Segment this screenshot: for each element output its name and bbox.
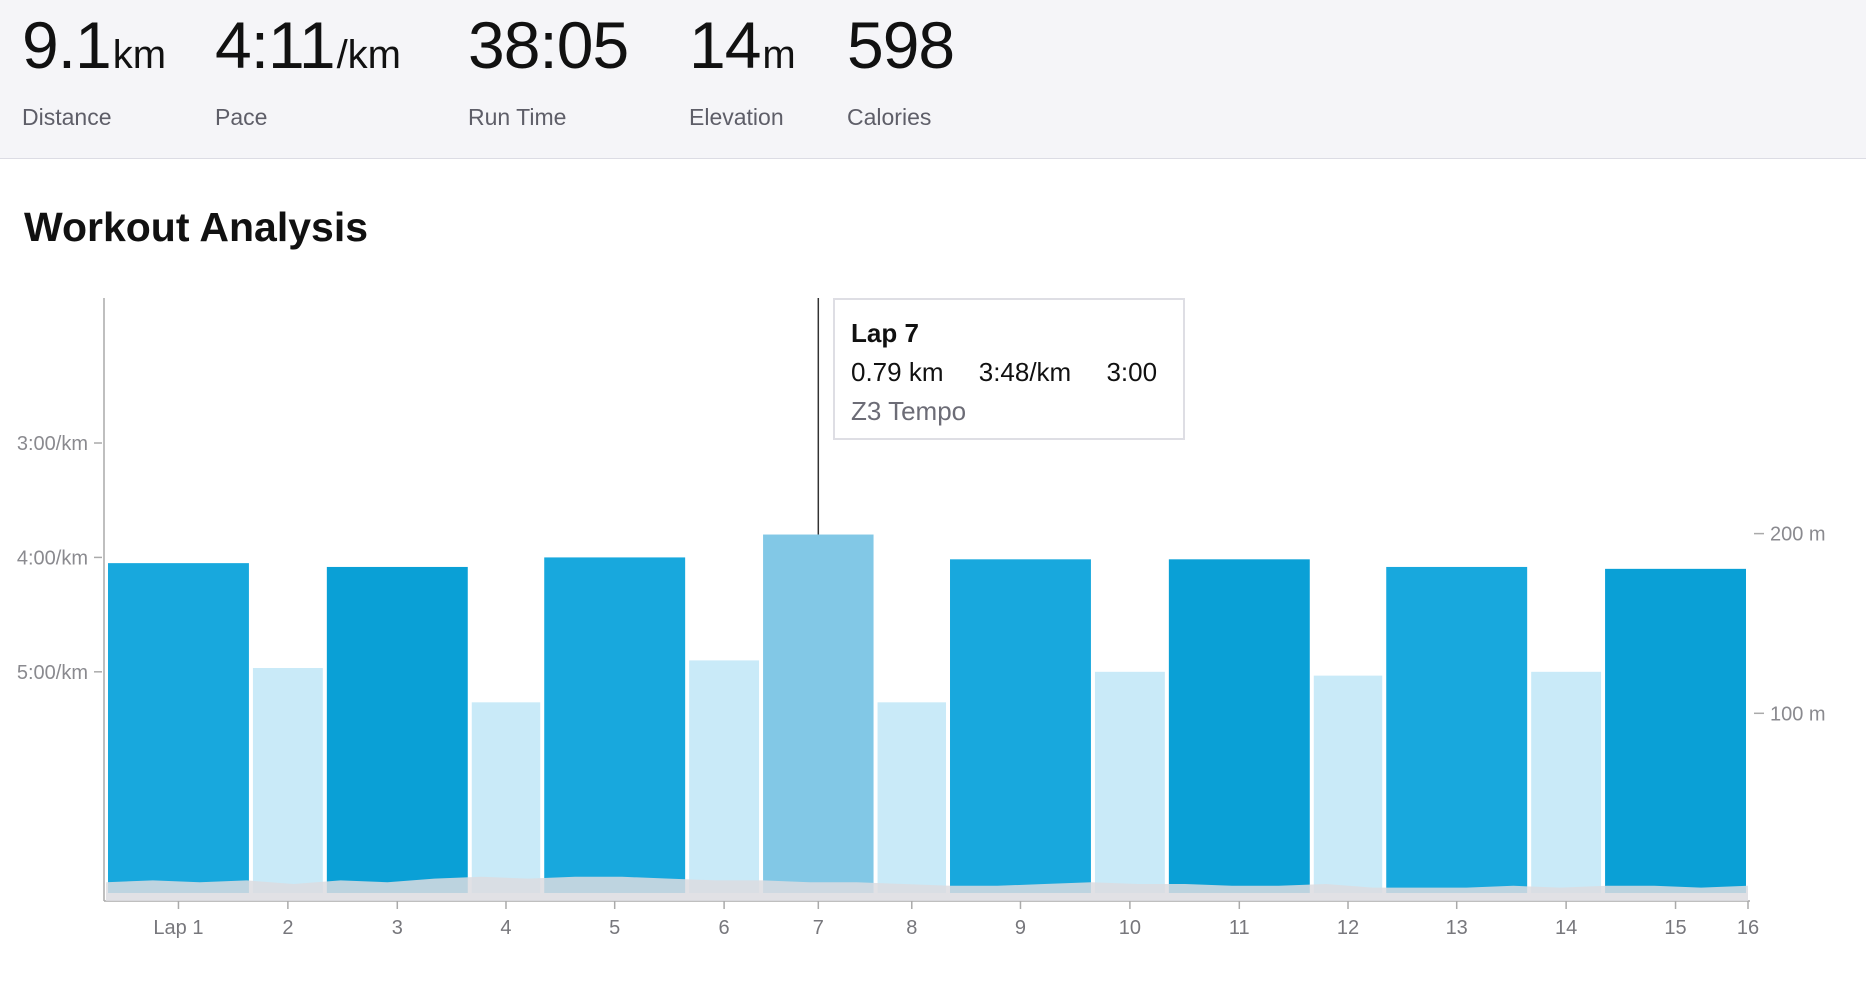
lap-bar-3[interactable] xyxy=(326,566,468,893)
x-tick-label: 13 xyxy=(1446,917,1468,939)
stat-run-time-label: Run Time xyxy=(468,104,567,130)
x-tick-label: 4 xyxy=(500,917,511,939)
x-tick-label: 14 xyxy=(1555,917,1577,939)
tooltip-zone: Z3 Tempo xyxy=(851,396,967,426)
lap-bar-10[interactable] xyxy=(1094,671,1165,893)
lap-bar-15[interactable] xyxy=(1605,568,1746,893)
stat-distance-value: 9.1 xyxy=(22,8,112,82)
tooltip-time: 3:00 xyxy=(1106,357,1158,387)
x-tick-label: Lap 1 xyxy=(153,917,203,939)
section-title: Workout Analysis xyxy=(24,204,369,250)
lap-bar-5[interactable] xyxy=(544,557,686,893)
x-tick-label: 2 xyxy=(282,917,293,939)
summary-stats-bar: 9.1km Distance 4:11/km Pace 38:05 Run Ti… xyxy=(0,0,1866,159)
elevation-area xyxy=(106,876,1748,901)
stat-distance: 9.1km Distance xyxy=(22,12,166,131)
stat-calories: 598 Calories xyxy=(847,12,956,131)
x-tick-label: 8 xyxy=(906,917,917,939)
stat-pace-value: 4:11 xyxy=(215,8,336,82)
stat-elevation-label: Elevation xyxy=(689,104,784,130)
tooltip-stats-row: 0.79 km 3:48/km 3:00 xyxy=(851,357,1167,388)
stat-pace-label: Pace xyxy=(215,104,268,130)
lap-bar-12[interactable] xyxy=(1313,675,1383,893)
stat-calories-label: Calories xyxy=(847,104,932,130)
workout-analysis-chart[interactable]: 3:00/km 4:00/km 5:00/km 200 m 100 m Lap 1 2 3 4 5… xyxy=(0,280,1866,940)
x-tick-label: 16 xyxy=(1737,917,1759,939)
stat-elevation: 14m Elevation xyxy=(689,12,796,131)
lap-bar-11[interactable] xyxy=(1168,559,1310,893)
x-tick-label: 5 xyxy=(609,917,620,939)
lap-bar-4[interactable] xyxy=(471,702,541,893)
lap-bar-14[interactable] xyxy=(1531,671,1602,893)
lap-bar-13[interactable] xyxy=(1386,566,1528,893)
y-left-tick-label: 5:00/km xyxy=(17,662,88,684)
x-tick-label: 10 xyxy=(1119,917,1141,939)
x-tick-label: 11 xyxy=(1229,917,1250,939)
tooltip-title: Lap 7 xyxy=(851,318,919,348)
stat-distance-label: Distance xyxy=(22,104,112,130)
lap-bar-8[interactable] xyxy=(877,702,947,893)
x-tick-label: 9 xyxy=(1015,917,1026,939)
x-tick-label: 12 xyxy=(1337,917,1359,939)
stat-elevation-value: 14 xyxy=(689,8,761,82)
stat-run-time-value: 38:05 xyxy=(468,8,629,82)
stat-calories-value: 598 xyxy=(847,8,955,82)
y-left-tick-label: 4:00/km xyxy=(17,547,88,569)
lap-bar-1[interactable] xyxy=(108,563,249,893)
stat-pace-unit: /km xyxy=(336,33,401,77)
lap-bar-9[interactable] xyxy=(950,559,1091,893)
lap-bar-6[interactable] xyxy=(689,660,760,893)
y-right-tick-label: 100 m xyxy=(1770,703,1826,725)
stat-distance-unit: km xyxy=(112,33,167,77)
stat-run-time: 38:05 Run Time xyxy=(468,12,630,131)
y-left-tick-label: 3:00/km xyxy=(17,433,88,455)
x-tick-label: 15 xyxy=(1664,917,1686,939)
lap-tooltip: Lap 7 0.79 km 3:48/km 3:00 Z3 Tempo xyxy=(833,298,1185,440)
stat-pace: 4:11/km Pace xyxy=(215,12,401,131)
lap-bar-7[interactable] xyxy=(763,534,874,893)
tooltip-distance: 0.79 km xyxy=(851,357,944,387)
tooltip-pace: 3:48/km xyxy=(978,357,1072,387)
stat-elevation-unit: m xyxy=(762,33,796,77)
y-right-tick-label: 200 m xyxy=(1770,524,1826,546)
x-tick-label: 7 xyxy=(813,917,824,939)
lap-bar-2[interactable] xyxy=(252,668,323,893)
x-tick-label: 6 xyxy=(719,917,730,939)
x-tick-label: 3 xyxy=(392,917,403,939)
